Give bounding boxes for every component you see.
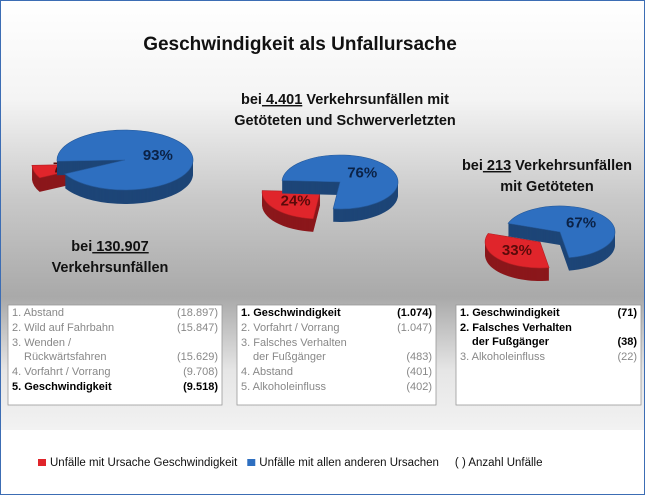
row-count: (71) (617, 307, 637, 319)
row-label: 3. Alkoholeinfluss (460, 351, 545, 363)
row-count: (22) (617, 351, 637, 363)
pie-slice (57, 130, 193, 204)
value-label: 76% (347, 164, 377, 181)
title: Geschwindigkeit als Unfallursache (143, 34, 457, 55)
caption-count: 130.907 (92, 239, 148, 255)
caption-line: bei 213 Verkehrsunfällen (462, 158, 632, 174)
row-label: 3. Wenden / (12, 337, 72, 349)
row-count: (15.629) (177, 351, 218, 363)
caption-prefix: bei (462, 158, 483, 174)
row-label: der Fußgänger (472, 336, 550, 348)
legend-label: Unfälle mit Ursache Geschwindigkeit (50, 457, 238, 469)
row-label: 5. Alkoholeinfluss (241, 381, 326, 393)
row-label: 3. Falsches Verhalten (241, 337, 347, 349)
caption-prefix: bei (241, 92, 262, 108)
caption-line: bei 4.401 Verkehrsunfällen mit (241, 92, 449, 108)
legend-label: Unfälle mit allen anderen Ursachen (259, 457, 439, 469)
value-label: 93% (143, 147, 173, 164)
infographic: Geschwindigkeit als Unfallursache 7%93%b… (0, 0, 645, 495)
value-label: 24% (281, 193, 311, 210)
row-label: 4. Vorfahrt / Vorrang (12, 366, 110, 378)
caption-line: mit Getöteten (500, 179, 593, 195)
row-count: (483) (406, 351, 432, 363)
legend-swatch (247, 459, 255, 466)
caption-prefix: bei (71, 239, 92, 255)
legend-note: ( ) Anzahl Unfälle (455, 457, 543, 469)
row-count: (18.897) (177, 307, 218, 319)
row-label: 2. Falsches Verhalten (460, 322, 572, 334)
row-label: 1. Abstand (12, 307, 64, 319)
row-label: 4. Abstand (241, 366, 293, 378)
legend-swatch (38, 459, 46, 466)
row-label: der Fußgänger (253, 351, 326, 363)
row-label: 2. Vorfahrt / Vorrang (241, 322, 339, 334)
row-count: (9.518) (183, 381, 218, 393)
row-count: (9.708) (183, 366, 218, 378)
caption-suffix: Verkehrsunfällen mit (302, 92, 449, 108)
row-label: 1. Geschwindigkeit (241, 307, 341, 319)
row-count: (402) (406, 381, 432, 393)
caption-count: 213 (483, 158, 511, 174)
caption-line: Verkehrsunfällen (52, 260, 169, 276)
row-label: 2. Wild auf Fahrbahn (12, 322, 114, 334)
row-count: (15.847) (177, 322, 218, 334)
row-label: 5. Geschwindigkeit (12, 381, 112, 393)
row-count: (1.074) (397, 307, 432, 319)
value-label: 33% (502, 242, 532, 259)
caption-count: 4.401 (262, 92, 302, 108)
value-label: 67% (566, 215, 596, 232)
row-count: (1.047) (397, 322, 432, 334)
caption-suffix: Verkehrsunfällen (511, 158, 632, 174)
row-label: 1. Geschwindigkeit (460, 307, 560, 319)
caption-line: bei 130.907 (71, 239, 148, 255)
row-count: (401) (406, 366, 432, 378)
row-count: (38) (617, 336, 637, 348)
row-label: Rückwärtsfahren (24, 351, 107, 363)
caption-line: Getöteten und Schwerverletzten (234, 113, 456, 129)
page: Geschwindigkeit als Unfallursache 7%93%b… (0, 0, 645, 495)
